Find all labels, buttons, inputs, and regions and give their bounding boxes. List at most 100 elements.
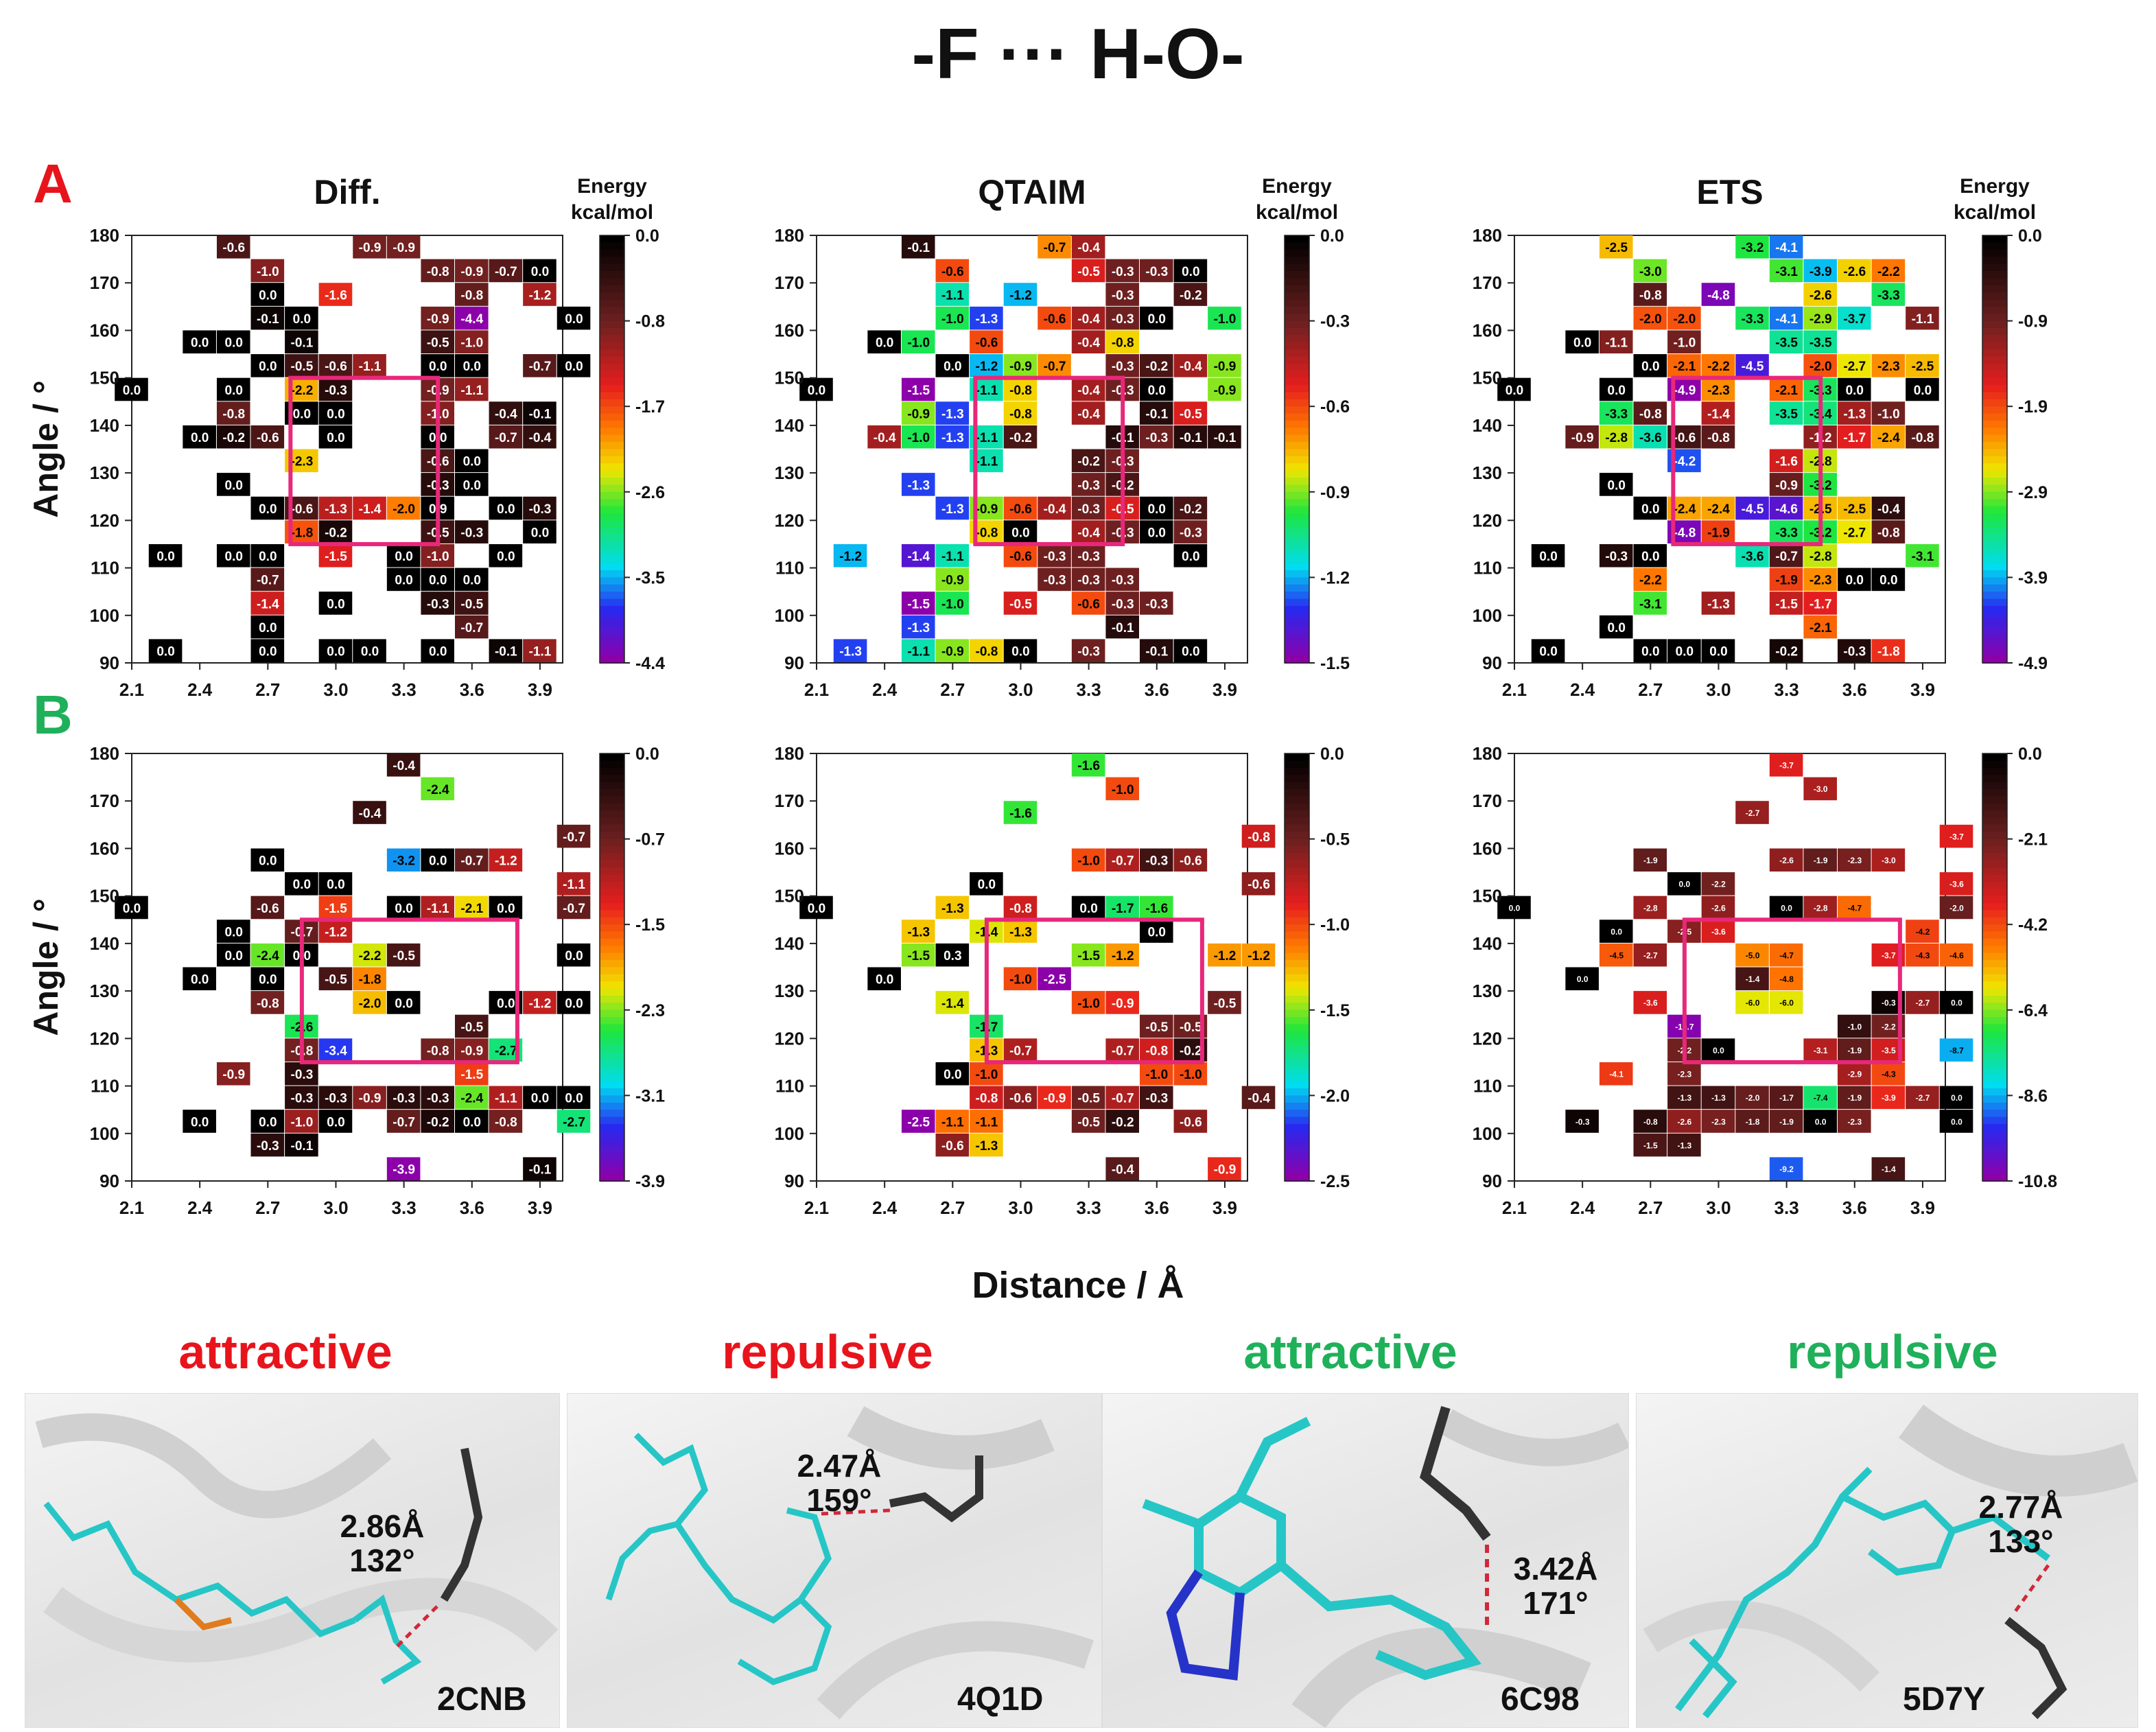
heatmap-cell-label: -2.5 xyxy=(1044,973,1066,987)
x-tick-label: 2.1 xyxy=(804,679,829,700)
heatmap-cell-label: -0.1 xyxy=(1112,621,1134,635)
colorbar-segment xyxy=(1285,556,1309,564)
colorbar-segment xyxy=(1285,1159,1309,1168)
heatmap-cell xyxy=(353,943,386,967)
y-tick-label: 170 xyxy=(1473,272,1502,293)
colorbar-segment xyxy=(1285,392,1309,400)
heatmap-cell-label: -0.8 xyxy=(1707,431,1730,445)
heatmap-cell-label: -0.7 xyxy=(1112,1092,1134,1106)
heatmap-cell-label: -4.5 xyxy=(1609,951,1624,961)
heatmap-grid: Diff.-0.6-1.0-0.9 -0.9-0.8 -0.9 -0.7 0.00.0-… xyxy=(27,173,2057,1218)
heatmap-cell-label: -0.3 xyxy=(1077,574,1100,588)
heatmap-cell-label: -1.1 xyxy=(941,288,964,303)
colorbar-segment xyxy=(600,1045,624,1054)
heatmap-cell xyxy=(970,306,1003,330)
heatmap-cell xyxy=(1105,354,1139,377)
heatmap-cell-label: -0.4 xyxy=(392,759,415,773)
heatmap-cell-label: -1.9 xyxy=(1814,856,1828,865)
heatmap-cell-label: -4.1 xyxy=(1775,312,1798,327)
x-tick-label: 3.0 xyxy=(323,679,348,700)
colorbar-segment xyxy=(600,860,624,869)
heatmap-cell xyxy=(1003,1038,1038,1062)
colorbar-segment xyxy=(1285,356,1309,364)
heatmap-cell-label: -1.3 xyxy=(1009,925,1032,939)
colorbar-unit: kcal/mol xyxy=(1954,201,2036,224)
colorbar-segment xyxy=(1982,903,2007,911)
heatmap-cell xyxy=(901,920,935,943)
heatmap-cell xyxy=(1565,1110,1599,1133)
colorbar-segment xyxy=(1982,1003,2007,1011)
heatmap-cell-label: -2.3 xyxy=(1809,574,1832,588)
heatmap-cell-label: -3.3 xyxy=(1605,407,1628,421)
heatmap-cell xyxy=(1803,592,1837,615)
colorbar-segment xyxy=(600,1017,624,1025)
colorbar-frame xyxy=(1284,753,1310,1182)
colorbar-segment xyxy=(600,428,624,436)
heatmap-cell xyxy=(1701,1086,1735,1110)
heatmap-cell-label: 0.0 xyxy=(429,854,447,869)
colorbar-segment xyxy=(600,1074,624,1082)
heatmap-cell-label: 0.0 xyxy=(1148,925,1166,939)
heatmap-cell-label: 0.0 xyxy=(1608,621,1626,635)
colorbar-tick-label: -1.5 xyxy=(1320,654,1350,673)
heatmap-cell xyxy=(1871,354,1906,377)
colorbar-segment xyxy=(600,470,624,479)
heatmap-cell xyxy=(318,401,353,425)
heatmap-cell xyxy=(1906,991,1939,1014)
heatmap-cell-label: -0.7 xyxy=(392,1115,415,1130)
heatmap-cell-label: -1.3 xyxy=(907,621,930,635)
heatmap-cell xyxy=(1531,639,1565,662)
heatmap-cell-label: -0.3 xyxy=(257,1139,279,1154)
colorbar-segment xyxy=(600,1066,624,1075)
heatmap-cell-label: -0.1 xyxy=(291,1139,314,1154)
heatmap-cell xyxy=(1173,425,1208,449)
colorbar-unit: kcal/mol xyxy=(1256,201,1338,224)
colorbar-segment xyxy=(1982,881,2007,890)
heatmap-cell xyxy=(556,1086,591,1110)
colorbar-segment xyxy=(600,839,624,847)
heatmap-cell xyxy=(1871,848,1906,872)
heatmap-cell-label: 0.0 xyxy=(876,336,893,351)
heatmap-cell xyxy=(1071,567,1105,592)
heatmap-cell-label: 0.0 xyxy=(259,502,277,517)
heatmap-cell-label: -0.5 xyxy=(392,949,415,963)
heatmap-cell xyxy=(183,1110,216,1133)
heatmap-cell-label: -0.4 xyxy=(1247,1092,1270,1106)
heatmap-cell-label: -0.9 xyxy=(1214,1163,1237,1178)
colorbar-tick-label: -2.6 xyxy=(635,483,665,502)
heatmap-cell xyxy=(216,943,250,967)
colorbar-segment xyxy=(1982,803,2007,812)
heatmap-cell xyxy=(1838,1110,1871,1133)
x-tick-label: 3.0 xyxy=(1706,1197,1731,1218)
heatmap-cell-label: -0.9 xyxy=(359,241,382,255)
colorbar-segment xyxy=(1285,760,1309,769)
colorbar-segment xyxy=(600,996,624,1004)
colorbar-segment xyxy=(1285,491,1309,500)
heatmap-cell xyxy=(935,991,970,1014)
heatmap-cell-label: -2.6 xyxy=(1809,288,1832,303)
colorbar-segment xyxy=(600,1159,624,1168)
heatmap-cell-label: -1.6 xyxy=(1009,806,1032,821)
heatmap-cell xyxy=(1071,449,1105,473)
heatmap-cell-label: -0.3 xyxy=(1605,550,1628,564)
heatmap-cell-label: -2.9 xyxy=(1809,312,1832,327)
y-tick-label: 170 xyxy=(90,272,119,293)
heatmap-cell-label: -1.3 xyxy=(325,502,347,517)
heatmap-cell-label: -0.6 xyxy=(976,336,998,351)
colorbar-segment xyxy=(1982,981,2007,990)
colorbar-segment xyxy=(1982,648,2007,657)
heatmap-cell xyxy=(318,639,353,662)
heatmap-cell-label: 0.0 xyxy=(1951,1117,1962,1127)
colorbar-segment xyxy=(1285,1152,1309,1160)
colorbar-segment xyxy=(1285,1167,1309,1175)
heatmap-cell xyxy=(1803,259,1837,283)
colorbar-segment xyxy=(1285,377,1309,386)
heatmap-cell xyxy=(970,872,1003,896)
heatmap-cell xyxy=(935,1133,970,1157)
heatmap-cell-label: -0.6 xyxy=(1180,854,1202,869)
heatmap-cell xyxy=(1803,306,1837,330)
heatmap-cell-label: -1.0 xyxy=(1877,407,1900,421)
heatmap-cell-label: -2.3 xyxy=(1707,384,1730,398)
colorbar-segment xyxy=(1285,506,1309,514)
colorbar-segment xyxy=(1285,853,1309,861)
